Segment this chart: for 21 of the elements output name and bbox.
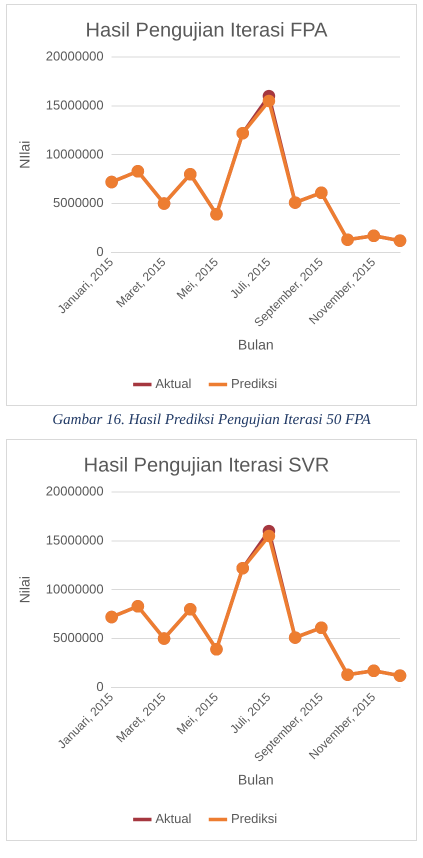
y-tick-label: 0: [96, 678, 104, 694]
y-tick-label: 20000000: [46, 484, 104, 499]
y-axis-title: Nilai: [16, 576, 32, 604]
y-tick-label: 10000000: [46, 581, 104, 596]
legend-label: Aktual: [155, 811, 192, 826]
y-tick-label: 15000000: [46, 532, 104, 548]
y-tick-label: 5000000: [53, 630, 104, 646]
text: Gambar 16. Hasil Prediksi Pengujian Iterasi 50 FPA: [51, 412, 372, 429]
y-tick-label: 5000000: [53, 195, 104, 210]
chart-title: Hasil Pengujian Iterasi SVR: [84, 454, 330, 477]
y-tick-label: 15000000: [46, 97, 104, 112]
y-axis-title: NIlai: [16, 140, 32, 169]
x-axis-title: Bulan: [238, 771, 274, 788]
y-tick-label: 0: [96, 244, 104, 259]
y-tick-label: 20000000: [46, 48, 104, 64]
legend-label: Prediksi: [230, 811, 278, 826]
legend-label: Aktual: [155, 376, 192, 392]
x-axis-title: Bulan: [238, 336, 274, 352]
y-tick-label: 10000000: [46, 146, 104, 162]
legend-label: Prediksi: [230, 376, 278, 392]
chart-title: Hasil Pengujian Iterasi FPA: [86, 20, 328, 42]
